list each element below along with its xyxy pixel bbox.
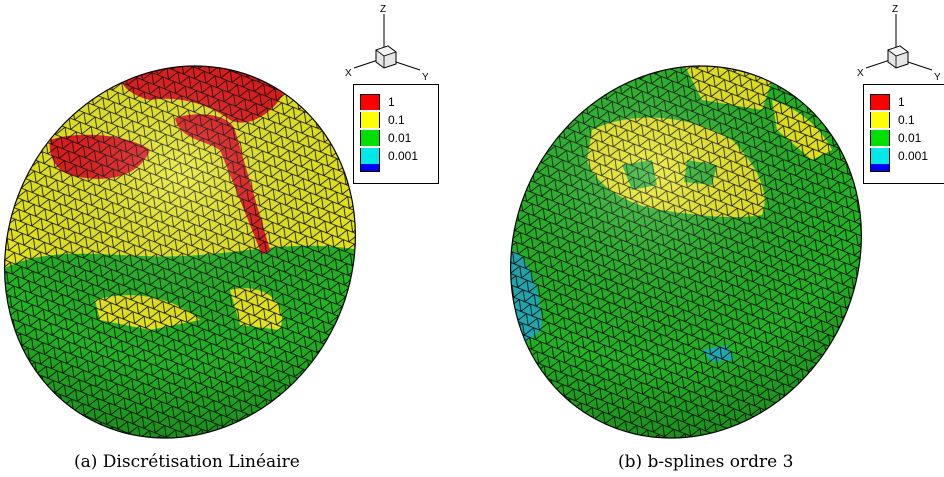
axis-x-label: X xyxy=(345,68,352,79)
panel-a: Z X Y 1 0.1 0.01 0.001 (a) Discrétisatio… xyxy=(0,4,439,472)
legend-b: 1 0.1 0.01 0.001 xyxy=(863,84,944,184)
legend-label: 0.001 xyxy=(388,149,419,163)
ellipsoid-mesh-b xyxy=(472,40,927,445)
legend-swatch-blue xyxy=(870,164,890,172)
legend-label: 0.001 xyxy=(898,149,929,163)
legend-swatch-red xyxy=(360,94,380,110)
legend-swatch-yellow xyxy=(360,112,380,128)
legend-label: 0.01 xyxy=(898,131,922,145)
legend-label: 0.1 xyxy=(898,113,915,127)
legend-swatch-green xyxy=(870,130,890,146)
legend-swatch-yellow xyxy=(870,112,890,128)
legend-a: 1 0.1 0.01 0.001 xyxy=(353,84,439,184)
legend-swatch-green xyxy=(360,130,380,146)
legend-label: 1 xyxy=(898,95,905,109)
legend-swatch-cyan xyxy=(870,148,890,164)
legend-label: 1 xyxy=(388,95,395,109)
axis-z-label: Z xyxy=(380,4,386,15)
legend-swatch-cyan xyxy=(360,148,380,164)
caption-b: (b) b-splines ordre 3 xyxy=(618,452,794,472)
axis-x-label: X xyxy=(857,68,864,79)
axis-triad-b: Z X Y xyxy=(857,4,941,83)
axis-triad-a: Z X Y xyxy=(345,4,429,83)
ellipsoid-mesh-a xyxy=(0,40,421,445)
axis-y-label: Y xyxy=(934,72,941,83)
legend-swatch-blue xyxy=(360,164,380,172)
legend-swatch-red xyxy=(870,94,890,110)
legend-label: 0.01 xyxy=(388,131,412,145)
legend-label: 0.1 xyxy=(388,113,405,127)
caption-a: (a) Discrétisation Linéaire xyxy=(74,452,300,472)
axis-y-label: Y xyxy=(422,72,429,83)
panel-b: Z X Y 1 0.1 0.01 0.001 (b) b-splines ord… xyxy=(472,0,944,477)
axis-z-label: Z xyxy=(892,4,898,15)
